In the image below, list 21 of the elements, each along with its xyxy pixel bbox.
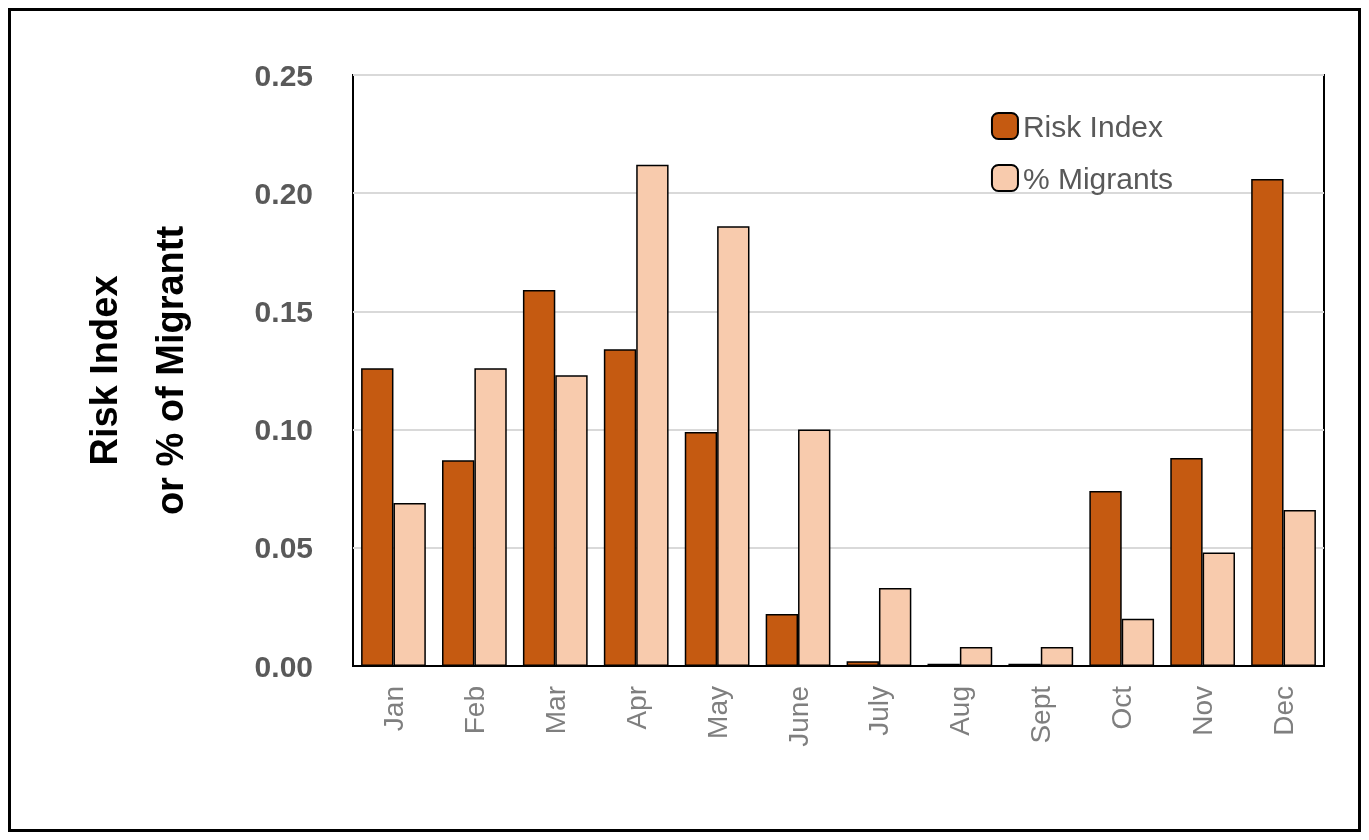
x-tick-label: Feb: [458, 686, 490, 735]
x-tick-label: Jan: [377, 686, 409, 732]
x-tick-label: July: [863, 686, 895, 736]
legend-label: % Migrants: [1022, 161, 1173, 195]
x-tick-label: Mar: [539, 686, 571, 735]
x-tick-label: Nov: [1187, 686, 1219, 736]
x-tick-label: Sept: [1025, 685, 1057, 744]
legend-label: Risk Index: [1022, 109, 1164, 143]
x-tick-label: Apr: [620, 686, 652, 730]
y-tick-label: 0.25: [254, 58, 313, 92]
x-tick-label: Dec: [1268, 686, 1300, 736]
y-tick-label: 0.00: [254, 649, 313, 683]
x-tick-label: Aug: [944, 686, 976, 736]
y-tick-label: 0.20: [254, 176, 313, 210]
y-axis-title: Risk Index or % of Migrantt: [83, 225, 191, 516]
y-tick-label: 0.10: [254, 413, 313, 447]
y-tick-label: 0.15: [254, 294, 313, 328]
x-tick-label: May: [701, 686, 733, 739]
x-tick-label: June: [782, 686, 814, 747]
y-tick-label: 0.05: [254, 531, 313, 565]
x-tick-label: Oct: [1106, 685, 1138, 730]
